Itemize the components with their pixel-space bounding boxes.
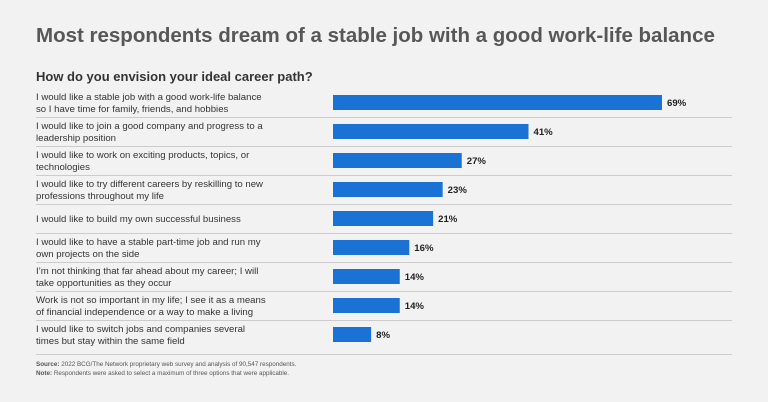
bar [333, 153, 462, 168]
note-text: Respondents were asked to select a maxim… [52, 370, 290, 377]
category-label: I would like to have a stable part-time … [36, 237, 261, 260]
value-label: 27% [467, 156, 487, 167]
source-footnote: Source: 2022 BCG/The Network proprietary… [36, 361, 296, 368]
value-label: 8% [376, 330, 390, 341]
category-label: I’m not thinking that far ahead about my… [36, 266, 258, 289]
category-label: I would like a stable job with a good wo… [36, 92, 262, 115]
source-text: 2022 BCG/The Network proprietary web sur… [59, 361, 297, 368]
value-label: 14% [405, 272, 425, 283]
value-label: 41% [533, 127, 553, 138]
category-label: I would like to switch jobs and companie… [36, 324, 245, 347]
category-label: Work is not so important in my life; I s… [36, 295, 266, 318]
bar [333, 124, 529, 139]
bar [333, 95, 662, 110]
bar [333, 240, 410, 255]
note-label: Note: [36, 370, 53, 377]
category-label: I would like to try different careers by… [36, 179, 263, 202]
bar [333, 182, 443, 197]
value-label: 14% [405, 301, 425, 312]
value-label: 21% [438, 214, 458, 225]
value-label: 16% [414, 243, 434, 254]
chart-question: How do you envision your ideal career pa… [36, 69, 313, 84]
value-label: 23% [448, 185, 468, 196]
source-label: Source: [36, 361, 60, 368]
page-title: Most respondents dream of a stable job w… [36, 24, 715, 47]
bar [333, 298, 400, 313]
bar [333, 269, 400, 284]
category-label: I would like to join a good company and … [36, 121, 263, 144]
value-label: 69% [667, 98, 687, 109]
bar [333, 327, 372, 342]
bar [333, 211, 434, 226]
category-label: I would like to build my own successful … [36, 214, 241, 225]
category-label: I would like to work on exciting product… [36, 150, 250, 173]
note-footnote: Note: Respondents were asked to select a… [36, 370, 289, 377]
